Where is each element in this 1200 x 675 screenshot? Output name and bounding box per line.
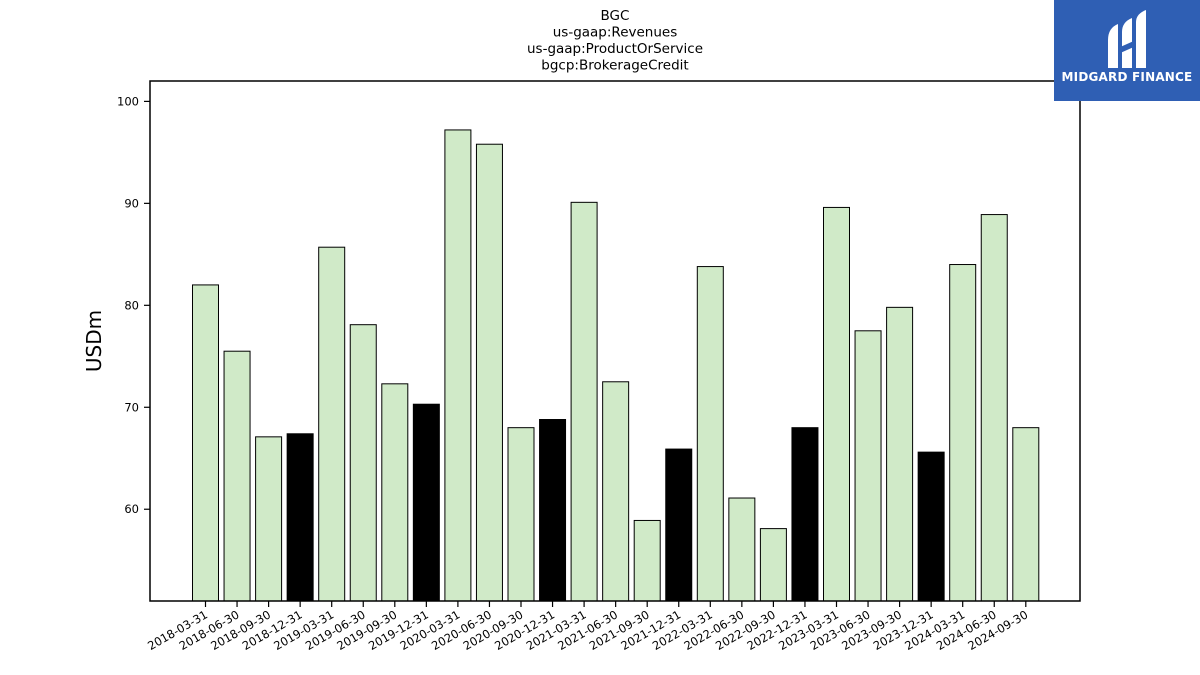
y-axis-ticks: 60 70 80 90 100 xyxy=(117,94,150,516)
bar-2018-09-30 xyxy=(255,436,283,602)
bar-2021-09-30 xyxy=(633,519,661,602)
bar-2021-12-31 xyxy=(665,448,693,602)
chart-title-line: BGC xyxy=(601,8,630,24)
y-tick-label: 100 xyxy=(117,94,139,108)
bar-2023-03-31 xyxy=(823,206,850,602)
bar-2022-06-30 xyxy=(728,497,756,602)
logo-text: MIDGARD FINANCE xyxy=(1061,70,1193,84)
plot-frame xyxy=(149,80,1081,602)
bar-2020-12-31 xyxy=(539,419,567,602)
bar-2020-09-30 xyxy=(507,427,535,602)
midgard-logo-icon xyxy=(1108,10,1146,68)
bar-2018-03-31 xyxy=(192,284,219,602)
bar-2023-06-30 xyxy=(854,330,882,602)
bar-2019-09-30 xyxy=(381,383,409,602)
bars xyxy=(192,129,1040,602)
bar-2020-06-30 xyxy=(475,143,503,602)
bar-2018-06-30 xyxy=(223,350,251,602)
bar-2019-06-30 xyxy=(349,324,377,602)
midgard-finance-logo: MIDGARD FINANCE xyxy=(1054,0,1200,101)
chart-title: BGCus-gaap:Revenuesus-gaap:ProductOrServ… xyxy=(527,8,703,74)
bar-2024-09-30 xyxy=(1012,427,1040,602)
y-axis-label: USDm xyxy=(82,310,106,372)
bar-2024-06-30 xyxy=(980,214,1008,602)
bar-2022-12-31 xyxy=(791,427,819,602)
bar-2019-03-31 xyxy=(318,246,346,602)
y-tick-label: 60 xyxy=(124,502,139,516)
bar-2023-09-30 xyxy=(886,306,914,602)
y-tick-label: 80 xyxy=(124,298,139,312)
y-tick-label: 90 xyxy=(124,196,139,210)
bar-2022-03-31 xyxy=(696,266,724,602)
chart-title-line: bgcp:BrokerageCredit xyxy=(541,58,688,74)
chart-title-line: us-gaap:ProductOrService xyxy=(527,41,703,57)
x-axis-ticks: 2018-03-312018-06-302018-09-302018-12-31… xyxy=(145,601,1030,653)
bar-2021-06-30 xyxy=(602,381,630,602)
bar-2018-12-31 xyxy=(286,433,314,602)
bar-2021-03-31 xyxy=(570,201,598,602)
bar-2022-09-30 xyxy=(759,528,787,602)
bar-2023-12-31 xyxy=(917,451,945,602)
bar-2020-03-31 xyxy=(444,129,472,602)
chart-title-line: us-gaap:Revenues xyxy=(553,25,678,41)
bar-2024-03-31 xyxy=(949,264,977,602)
y-tick-label: 70 xyxy=(124,400,139,414)
bar-2019-12-31 xyxy=(412,403,440,602)
axes xyxy=(149,80,1081,602)
